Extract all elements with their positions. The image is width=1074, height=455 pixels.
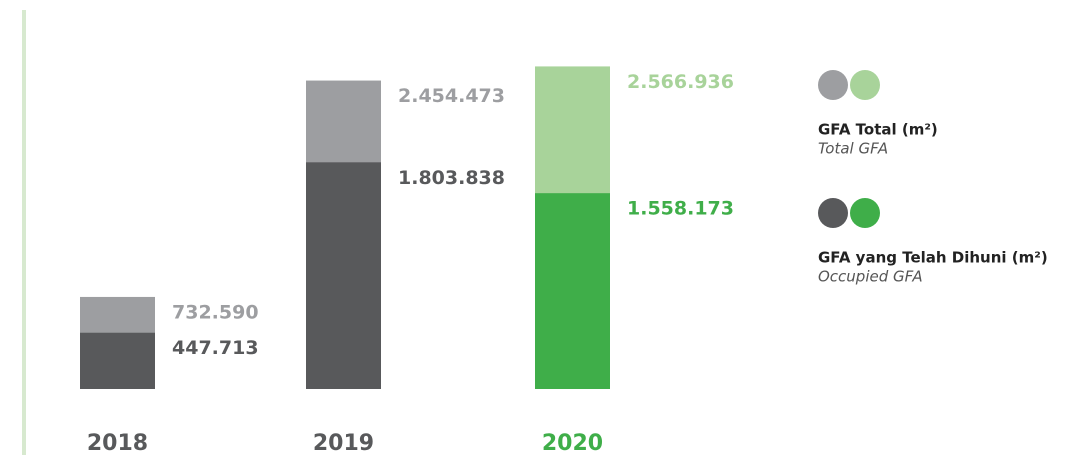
legend-label: GFA Total (m²) [818,121,938,139]
value-label: 2.454.473 [398,85,505,107]
legend-swatch [850,70,880,100]
bar [535,193,610,389]
legend-sublabel: Total GFA [818,140,888,158]
value-label: 1.803.838 [398,167,505,189]
value-label: 1.558.173 [627,198,734,220]
legend-label: GFA yang Telah Dihuni (m²) [818,249,1048,267]
x-tick-label: 2018 [87,431,148,455]
value-label: 2.566.936 [627,71,734,93]
legend-swatch [850,198,880,228]
axis-line [22,10,26,455]
value-label: 732.590 [172,301,259,323]
legend-swatch [818,70,848,100]
bar [306,162,381,389]
x-tick-label: 2019 [313,431,374,455]
legend-swatch [818,198,848,228]
x-tick-label: 2020 [542,431,603,455]
legend-sublabel: Occupied GFA [818,268,923,286]
bar [80,332,155,389]
value-label: 447.713 [172,337,259,359]
